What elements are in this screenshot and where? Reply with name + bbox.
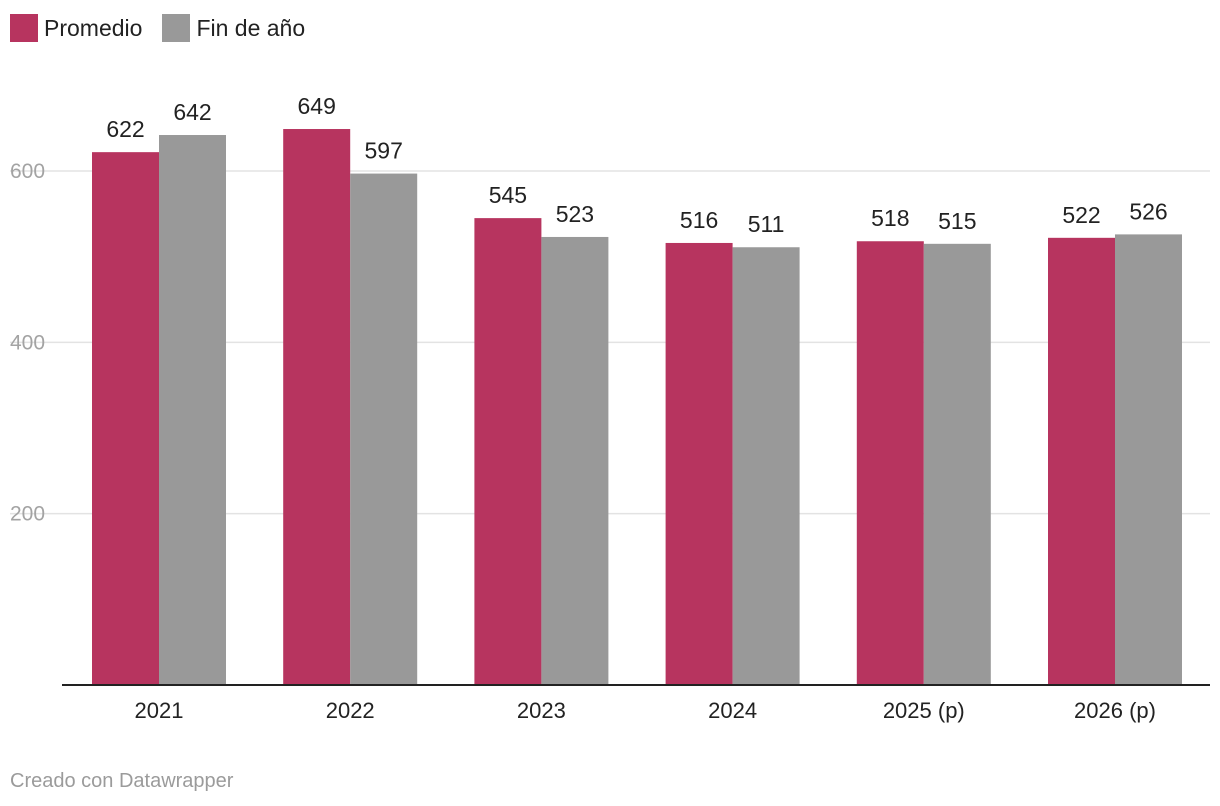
data-label-2021-promedio: 622	[106, 116, 144, 142]
x-tick-label-2022: 2022	[326, 698, 375, 723]
data-label-2023-promedio: 545	[489, 182, 527, 208]
x-tick-label-2023: 2023	[517, 698, 566, 723]
bar-2026p-promedio	[1048, 237, 1115, 685]
bar-2022-fin-de-ano	[350, 173, 418, 685]
bar-2025p-fin-de-ano	[923, 243, 991, 686]
data-label-2022-promedio: 649	[298, 93, 336, 119]
data-label-2025p-promedio: 518	[871, 205, 909, 231]
data-label-2026p-fin-de-ano: 526	[1129, 198, 1167, 224]
datawrapper-credit: Creado con Datawrapper	[10, 770, 234, 792]
bar-2026p-fin-de-ano	[1115, 234, 1182, 686]
legend-label-fin-de-ano: Fin de año	[196, 14, 306, 41]
data-label-2024-fin-de-ano: 511	[748, 211, 785, 237]
legend-label-promedio: Promedio	[44, 14, 143, 41]
data-label-2023-fin-de-ano: 523	[556, 201, 594, 227]
legend-item-fin-de-ano: Fin de año	[162, 14, 305, 42]
bar-2023-promedio	[474, 218, 542, 685]
bar-2025p-promedio	[856, 241, 924, 685]
legend-item-promedio: Promedio	[10, 14, 142, 42]
y-tick-label-400: 400	[10, 331, 45, 354]
bar-2022-promedio	[283, 129, 351, 686]
legend: Promedio Fin de año	[10, 13, 325, 43]
y-tick-label-600: 600	[10, 160, 45, 183]
x-tick-label-2021: 2021	[135, 698, 184, 723]
x-tick-label-2024: 2024	[708, 698, 757, 723]
bar-2023-fin-de-ano	[541, 236, 609, 686]
data-label-2024-promedio: 516	[680, 207, 718, 233]
bar-2024-promedio	[665, 242, 733, 685]
bar-2021-promedio	[92, 152, 159, 686]
x-tick-label-2025p: 2025 (p)	[883, 698, 965, 723]
legend-swatch-promedio	[10, 14, 38, 42]
legend-swatch-fin-de-ano	[162, 14, 191, 42]
data-label-2021-fin-de-ano: 642	[173, 99, 211, 125]
data-label-2025p-fin-de-ano: 515	[938, 208, 976, 234]
bar-2024-fin-de-ano	[732, 247, 800, 685]
x-tick-label-2026p: 2026 (p)	[1074, 698, 1156, 723]
bar-2021-fin-de-ano	[159, 135, 226, 685]
data-label-2026p-promedio: 522	[1062, 202, 1100, 228]
data-label-2022-fin-de-ano: 597	[365, 138, 403, 164]
y-tick-label-200: 200	[10, 503, 45, 526]
